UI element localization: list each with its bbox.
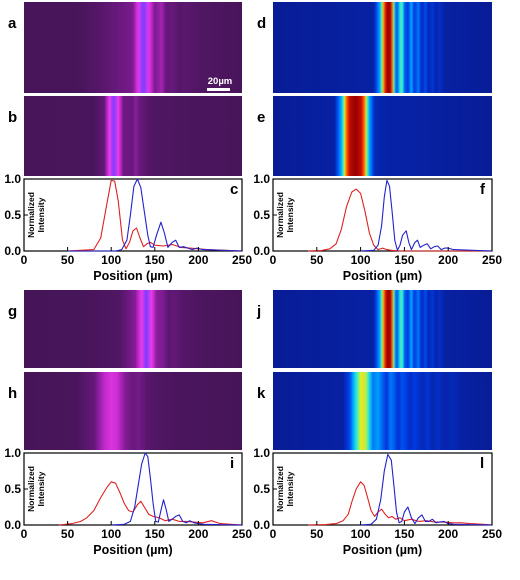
intensity-map bbox=[273, 372, 492, 450]
x-tick-label: 0 bbox=[270, 253, 277, 267]
series-line-1 bbox=[58, 481, 243, 526]
x-tick-label: 200 bbox=[188, 527, 208, 541]
x-axis-label: Position (µm) bbox=[93, 543, 172, 557]
intensity-map bbox=[24, 290, 242, 368]
panel-j: j bbox=[256, 290, 492, 368]
x-tick-label: 250 bbox=[482, 253, 502, 267]
y-tick-label: 1.0 bbox=[4, 172, 21, 186]
x-axis-label: Position (µm) bbox=[343, 543, 422, 557]
x-tick-label: 50 bbox=[310, 253, 324, 267]
series-line-2 bbox=[67, 178, 243, 252]
intensity-map bbox=[273, 2, 492, 93]
y-tick-label: 1.0 bbox=[253, 446, 270, 460]
panel-k: k bbox=[257, 372, 492, 450]
series-line-1 bbox=[307, 188, 492, 252]
intensity-map bbox=[273, 96, 492, 176]
x-tick-label: 150 bbox=[145, 527, 165, 541]
x-tick-label: 150 bbox=[145, 253, 165, 267]
x-tick-label: 50 bbox=[61, 527, 75, 541]
y-tick-label: 0.0 bbox=[253, 244, 270, 258]
panel-label: a bbox=[8, 15, 17, 32]
panel-a: a bbox=[8, 2, 242, 93]
y-tick-label: 0.5 bbox=[4, 482, 21, 496]
series-line-1 bbox=[67, 179, 243, 252]
scale-bar-line bbox=[207, 88, 230, 91]
intensity-map bbox=[24, 372, 242, 450]
x-axis-label: Position (µm) bbox=[343, 269, 422, 283]
panel-g: g bbox=[8, 290, 242, 368]
panel-label: d bbox=[257, 15, 266, 32]
panel-i: 0 50 100 150 200 250 0.0 0.5 1.0 NormalizedIntens… bbox=[4, 446, 252, 557]
x-tick-label: 250 bbox=[232, 253, 252, 267]
x-tick-label: 100 bbox=[351, 527, 371, 541]
series-line-2 bbox=[360, 179, 493, 252]
panel-label: j bbox=[256, 303, 261, 320]
y-tick-label: 1.0 bbox=[4, 446, 21, 460]
x-tick-label: 150 bbox=[394, 527, 414, 541]
y-tick-label: 0.5 bbox=[4, 208, 21, 222]
x-tick-label: 150 bbox=[394, 253, 414, 267]
panel-label: g bbox=[8, 303, 17, 320]
panel-e: e bbox=[257, 96, 492, 176]
x-tick-label: 50 bbox=[61, 253, 75, 267]
x-tick-label: 100 bbox=[351, 253, 371, 267]
panel-label: l bbox=[480, 455, 484, 472]
x-tick-label: 0 bbox=[270, 527, 277, 541]
x-tick-label: 200 bbox=[188, 253, 208, 267]
x-axis-label: Position (µm) bbox=[93, 269, 172, 283]
intensity-map bbox=[273, 290, 492, 368]
panel-label: f bbox=[480, 181, 486, 198]
panel-h: h bbox=[8, 372, 242, 450]
intensity-map bbox=[24, 2, 242, 93]
y-tick-label: 0.0 bbox=[253, 518, 270, 532]
scale-bar: 20µm bbox=[207, 76, 232, 91]
panel-c: 0 50 100 150 200 250 0.0 0.5 1.0 NormalizedIntens… bbox=[4, 172, 252, 283]
x-tick-label: 250 bbox=[482, 527, 502, 541]
panel-d: d bbox=[257, 2, 492, 93]
panel-label: c bbox=[230, 181, 238, 198]
x-tick-label: 200 bbox=[438, 253, 458, 267]
y-tick-label: 0.5 bbox=[253, 208, 270, 222]
panel-label: h bbox=[8, 385, 17, 402]
y-tick-label: 0.0 bbox=[4, 244, 21, 258]
y-axis-label: NormalizedIntensity bbox=[26, 192, 46, 238]
series-line-2 bbox=[360, 453, 493, 526]
x-tick-label: 100 bbox=[101, 253, 121, 267]
panel-f: 0 50 100 150 200 250 0.0 0.5 1.0 NormalizedIntens… bbox=[253, 172, 502, 283]
x-tick-label: 250 bbox=[232, 527, 252, 541]
x-tick-label: 0 bbox=[21, 527, 28, 541]
y-tick-label: 0.5 bbox=[253, 482, 270, 496]
y-axis-label: NormalizedIntensity bbox=[275, 466, 295, 512]
panel-l: 0 50 100 150 200 250 0.0 0.5 1.0 NormalizedIntens… bbox=[253, 446, 502, 557]
x-tick-label: 0 bbox=[21, 253, 28, 267]
x-tick-label: 200 bbox=[438, 527, 458, 541]
panel-b: b bbox=[8, 96, 242, 176]
series-line-2 bbox=[111, 452, 243, 526]
x-tick-label: 50 bbox=[310, 527, 324, 541]
y-tick-label: 0.0 bbox=[4, 518, 21, 532]
panel-label: i bbox=[230, 455, 234, 472]
panel-label: e bbox=[257, 109, 265, 126]
scale-bar-label: 20µm bbox=[208, 76, 233, 87]
y-tick-label: 1.0 bbox=[253, 172, 270, 186]
x-tick-label: 100 bbox=[101, 527, 121, 541]
y-axis-label: NormalizedIntensity bbox=[275, 192, 295, 238]
panel-label: b bbox=[8, 109, 17, 126]
panel-label: k bbox=[257, 385, 266, 402]
intensity-map bbox=[24, 96, 242, 176]
y-axis-label: NormalizedIntensity bbox=[26, 466, 46, 512]
